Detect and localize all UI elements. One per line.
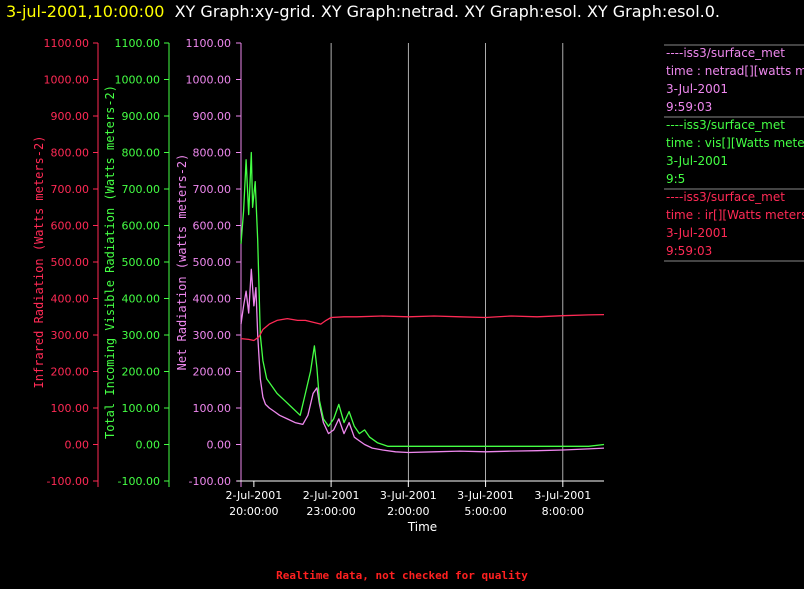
infrared-series-line (240, 313, 605, 342)
infrared-tick-label: 200.00 (51, 366, 90, 379)
net-legend-line: 3-Jul-2001 (666, 82, 728, 96)
infrared-tick-label: -100.00 (47, 475, 89, 488)
net-axis-title: Net Radiation (watts meters-2) (175, 154, 189, 371)
infrared-tick-label: 900.00 (51, 110, 90, 123)
infrared-tick-label: 600.00 (51, 220, 90, 233)
net-tick-label: 400.00 (193, 293, 232, 306)
infrared-tick-label: 800.00 (51, 147, 90, 160)
x-tick-time: 23:00:00 (306, 505, 355, 518)
x-tick-date: 3-Jul-2001 (380, 489, 437, 502)
infrared-tick-label: 500.00 (51, 256, 90, 269)
infrared-tick-label: 700.00 (51, 183, 90, 196)
x-tick-date: 2-Jul-2001 (303, 489, 360, 502)
net-tick-label: 1000.00 (186, 74, 232, 87)
visible-legend-line: time : vis[][Watts meter (666, 136, 804, 150)
infrared-legend-line: 9:59:03 (666, 244, 712, 258)
net-tick-label: 0.00 (207, 439, 232, 452)
x-axis-title: Time (407, 520, 437, 534)
x-tick-date: 3-Jul-2001 (457, 489, 514, 502)
net-tick-label: 100.00 (193, 402, 232, 415)
infrared-legend-line: time : ir[][Watts meters (666, 208, 804, 222)
infrared-tick-label: 300.00 (51, 329, 90, 342)
x-tick-date: 2-Jul-2001 (225, 489, 282, 502)
graph-list: XY Graph:xy-grid. XY Graph:netrad. XY Gr… (174, 2, 721, 21)
net-tick-label: -100.00 (189, 475, 231, 488)
infrared-tick-label: 1000.00 (44, 74, 90, 87)
net-tick-label: 500.00 (193, 256, 232, 269)
net-legend-line: 9:59:03 (666, 100, 712, 114)
visible-tick-label: 1000.00 (115, 74, 161, 87)
x-tick-time: 20:00:00 (229, 505, 278, 518)
infrared-legend-line: ----iss3/surface_met (666, 190, 785, 204)
graph-header: 3-jul-2001,10:00:00 XY Graph:xy-grid. XY… (6, 2, 720, 22)
visible-tick-label: 500.00 (122, 256, 161, 269)
visible-tick-label: 900.00 (122, 110, 161, 123)
visible-tick-label: 700.00 (122, 183, 161, 196)
visible-legend-line: 9:5 (666, 172, 685, 186)
infrared-axis-title: Infrared Radiation (Watts meters-2) (32, 136, 46, 389)
net-tick-label: 200.00 (193, 366, 232, 379)
infrared-tick-label: 100.00 (51, 402, 90, 415)
visible-legend-line: ----iss3/surface_met (666, 118, 785, 132)
net-tick-label: 900.00 (193, 110, 232, 123)
visible-legend-line: 3-Jul-2001 (666, 154, 728, 168)
net-legend-line: time : netrad[][watts meters (666, 64, 804, 78)
net-tick-label: 1100.00 (186, 37, 232, 50)
net-tick-label: 300.00 (193, 329, 232, 342)
x-tick-time: 8:00:00 (542, 505, 584, 518)
visible-tick-label: 400.00 (122, 293, 161, 306)
visible-series-line (240, 151, 605, 447)
infrared-tick-label: 400.00 (51, 293, 90, 306)
visible-tick-label: 300.00 (122, 329, 161, 342)
visible-tick-label: 800.00 (122, 147, 161, 160)
visible-tick-label: -100.00 (118, 475, 160, 488)
timestamp: 3-jul-2001,10:00:00 (6, 2, 165, 21)
infrared-tick-label: 1100.00 (44, 37, 90, 50)
infrared-tick-label: 0.00 (65, 439, 90, 452)
net-tick-label: 800.00 (193, 147, 232, 160)
x-tick-time: 2:00:00 (387, 505, 429, 518)
net-legend-line: ----iss3/surface_met (666, 46, 785, 60)
visible-tick-label: 0.00 (136, 439, 161, 452)
net-tick-label: 700.00 (193, 183, 232, 196)
quality-note: Realtime data, not checked for quality (276, 569, 528, 582)
x-tick-date: 3-Jul-2001 (534, 489, 591, 502)
infrared-legend-line: 3-Jul-2001 (666, 226, 728, 240)
x-tick-time: 5:00:00 (464, 505, 506, 518)
visible-tick-label: 1100.00 (115, 37, 161, 50)
net-tick-label: 600.00 (193, 220, 232, 233)
visible-tick-label: 600.00 (122, 220, 161, 233)
visible-tick-label: 100.00 (122, 402, 161, 415)
net-series-line (240, 268, 605, 454)
visible-tick-label: 200.00 (122, 366, 161, 379)
visible-axis-title: Total Incoming Visible Radiation (Watts … (103, 85, 117, 439)
